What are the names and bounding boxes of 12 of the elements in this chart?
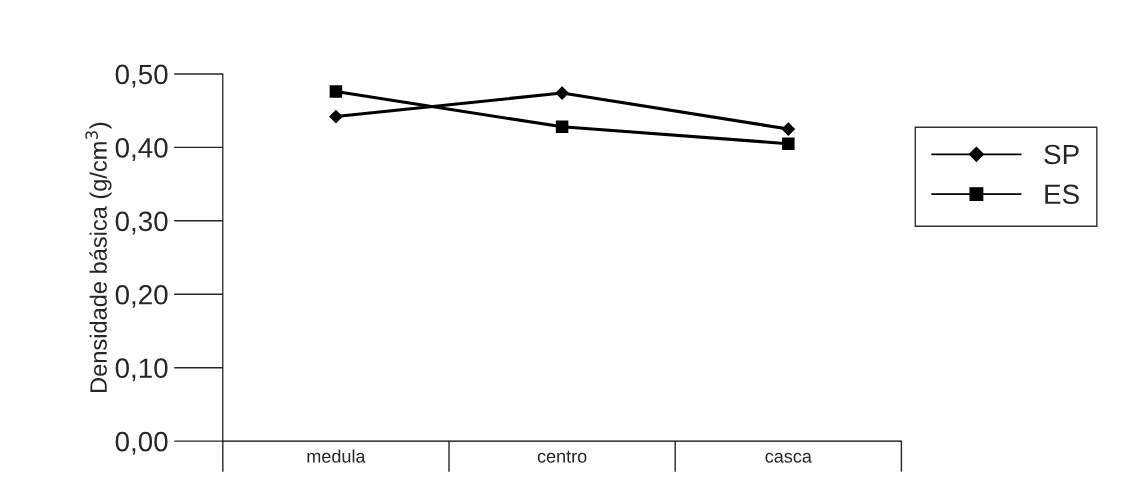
x-tick-label: casca [765,452,812,463]
y-tick-label: 0,40 [115,138,168,161]
y-tick-label: 0,30 [115,211,168,235]
y-tick-label: 0,50 [115,64,168,88]
legend-label: SP [1044,144,1079,165]
y-tick-label: 0,10 [115,358,168,382]
x-tick-label: medula [307,449,366,463]
x-tick-label: centro [537,450,587,463]
y-tick-label: 0,20 [115,284,168,308]
y-axis-title: Densidade básica (g/cm$^{3}$) [85,122,112,392]
y-tick-label: 0,00 [115,431,168,455]
legend-label: ES [1045,184,1079,205]
